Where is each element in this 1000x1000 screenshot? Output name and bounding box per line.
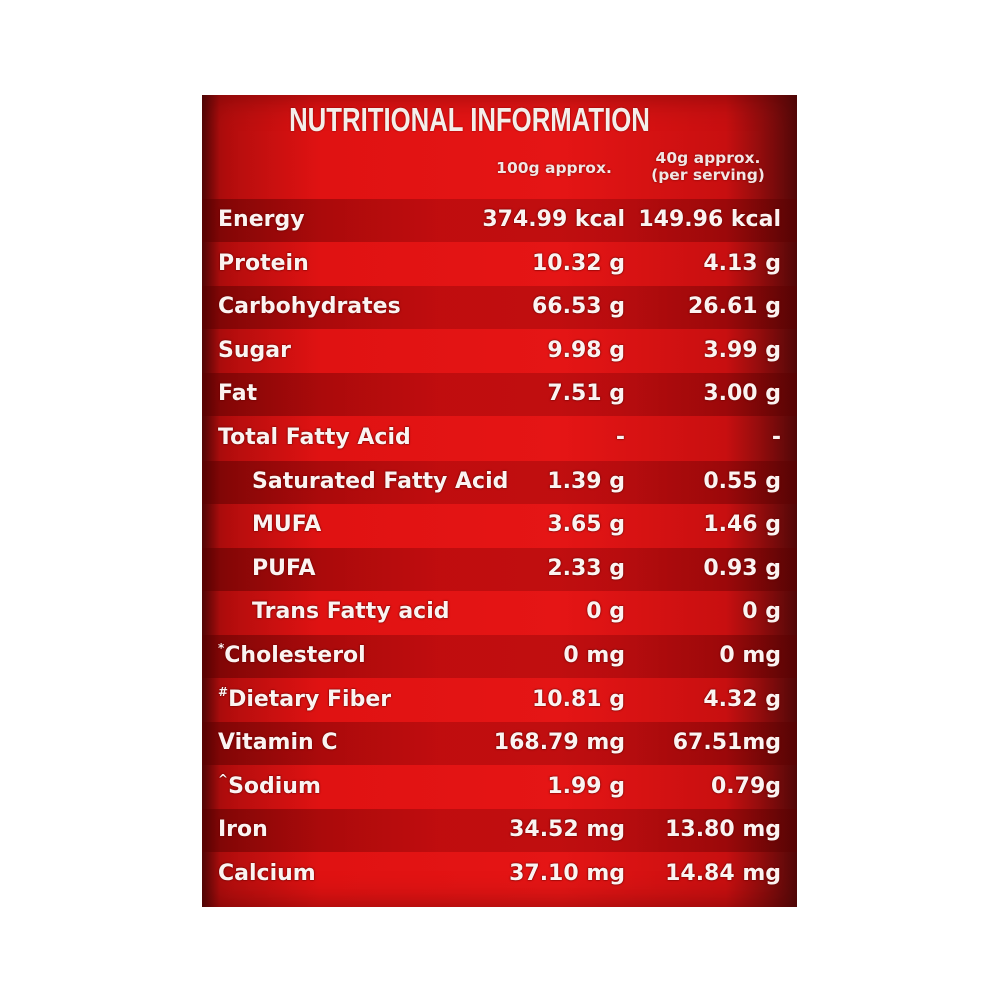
table-row: Iron 34.52 mg 13.80 mg [202,809,797,853]
value-per-100g: 34.52 mg [509,817,625,843]
nutrient-name: Sodium [228,773,321,799]
footnote-mark: * [218,641,225,655]
nutrient-label: Total Fatty Acid [218,425,411,450]
table-row: Protein 10.32 g 4.13 g [202,243,797,286]
value-per-100g: 66.53 g [532,294,625,320]
footnote-mark: # [218,684,229,699]
value-per-100g: 10.32 g [532,250,625,276]
column-header-100g: 100g approx. [484,160,624,177]
nutrient-label: *Cholesterol [218,641,366,668]
nutrient-label: Saturated Fatty Acid [252,469,508,494]
value-per-serving: 3.99 g [703,337,781,363]
table-row: Sugar 9.98 g 3.99 g [202,330,797,373]
nutrient-name: Fat [218,381,258,407]
column-header-40g-text: 40g approx. [655,149,761,167]
value-per-serving: 4.32 g [703,686,781,712]
value-per-serving: 0.93 g [703,555,781,581]
value-per-serving: 67.51mg [672,730,781,756]
nutrient-label: Vitamin C [218,730,337,755]
value-per-serving: 13.80 mg [665,817,781,843]
nutrient-name: Trans Fatty acid [252,599,450,625]
label-title: NUTRITIONAL INFORMATION [289,101,650,138]
nutrient-label: Fat [218,381,257,406]
value-per-100g: 37.10 mg [509,861,625,886]
table-row: Fat 7.51 g 3.00 g [202,373,797,417]
column-header-per-serving-text: (per serving) [651,166,765,184]
nutrient-name: Dietary Fiber [228,686,392,712]
nutrient-label: #Dietary Fiber [218,684,392,712]
value-per-100g: 1.39 g [547,468,625,494]
nutrient-name: Sugar [218,337,291,363]
table-row: PUFA 2.33 g 0.93 g [202,547,797,591]
nutrient-name: Saturated Fatty Acid [252,468,509,494]
table-row: Calcium 37.10 mg 14.84 mg [202,853,797,896]
value-per-serving: 1.46 g [703,512,781,538]
nutrient-name: Cholesterol [224,643,366,668]
table-row: Carbohydrates 66.53 g 26.61 g [202,286,797,330]
table-row: #Dietary Fiber 10.81 g 4.32 g [202,679,797,722]
value-per-serving: 26.61 g [688,294,781,320]
nutrient-label: Sugar [218,338,291,363]
value-per-100g: 0 g [586,599,625,625]
value-per-100g: 2.33 g [547,555,625,581]
nutrient-name: Energy [218,207,305,232]
table-row: Saturated Fatty Acid 1.39 g 0.55 g [202,460,797,504]
value-per-100g: 10.81 g [532,686,625,712]
nutrient-name: Vitamin C [218,730,338,756]
value-per-100g: 1.99 g [547,773,625,799]
table-row: Energy 374.99 kcal 149.96 kcal [202,199,797,242]
nutrient-label: Protein [218,251,309,276]
column-header-per-serving: 40g approx. (per serving) [638,150,778,184]
table-row: Vitamin C 168.79 mg 67.51mg [202,722,797,766]
table-row: MUFA 3.65 g 1.46 g [202,504,797,547]
nutrient-name: Carbohydrates [218,294,401,320]
nutrient-label: MUFA [252,512,321,537]
value-per-serving: 0.79g [710,773,781,799]
value-per-100g: 3.65 g [547,512,625,538]
nutrient-label: Calcium [218,861,316,886]
nutrient-name: Calcium [218,861,316,886]
table-row: Total Fatty Acid - - [202,417,797,460]
nutrient-name: PUFA [252,555,316,581]
value-per-serving: 0 g [742,599,781,625]
value-per-serving: 0.55 g [703,468,781,494]
footnote-mark: ^ [218,771,229,786]
nutrient-label: ^Sodium [218,771,321,799]
nutrient-name: Iron [218,817,268,843]
value-per-serving: 4.13 g [703,250,781,276]
value-per-100g: - [615,425,625,450]
value-per-100g: 168.79 mg [493,730,625,756]
value-per-serving: 3.00 g [703,381,781,407]
nutrition-label: NUTRITIONAL INFORMATION 100g approx. 40g… [202,95,797,907]
table-row: Trans Fatty acid 0 g 0 g [202,591,797,634]
value-per-100g: 0 mg [563,643,625,668]
value-per-serving: 14.84 mg [665,861,781,886]
nutrient-name: MUFA [252,512,322,538]
value-per-serving: 149.96 kcal [638,207,781,232]
nutrient-label: Energy [218,207,305,232]
nutrient-label: PUFA [252,556,316,581]
nutrient-label: Trans Fatty acid [252,599,450,624]
value-per-100g: 9.98 g [547,337,625,363]
nutrient-label: Iron [218,817,268,842]
column-header-100g-text: 100g approx. [496,159,612,177]
value-per-serving: - [771,425,781,450]
table-row: ^Sodium 1.99 g 0.79g [202,766,797,809]
nutrient-name: Total Fatty Acid [218,425,411,450]
nutrient-label: Carbohydrates [218,294,401,319]
value-per-100g: 7.51 g [547,381,625,407]
nutrient-name: Protein [218,250,309,276]
table-row: *Cholesterol 0 mg 0 mg [202,635,797,678]
value-per-100g: 374.99 kcal [482,207,625,232]
value-per-serving: 0 mg [719,643,781,668]
